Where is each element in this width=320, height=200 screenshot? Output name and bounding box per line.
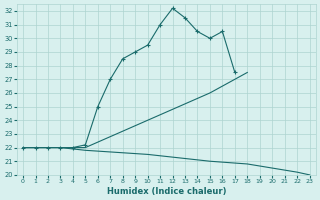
X-axis label: Humidex (Indice chaleur): Humidex (Indice chaleur) xyxy=(107,187,226,196)
